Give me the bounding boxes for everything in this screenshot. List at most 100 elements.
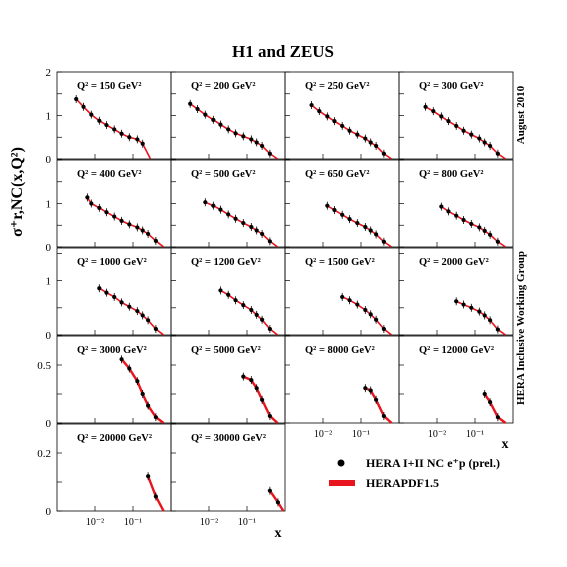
panel-title: Q² = 1200 GeV²	[191, 257, 261, 268]
legend-model-marker	[329, 480, 355, 486]
data-point	[127, 135, 132, 140]
data-point	[454, 213, 459, 218]
data-point	[254, 228, 259, 233]
data-point	[340, 294, 345, 300]
panel-5: 0 1 Q² = 400 GeV²	[46, 159, 172, 254]
data-point	[495, 327, 500, 332]
data-point	[374, 232, 379, 237]
panel-title: Q² = 650 GeV²	[305, 169, 369, 180]
data-point	[203, 200, 208, 205]
panel-title: Q² = 300 GeV²	[419, 81, 483, 92]
model-curve	[311, 104, 393, 160]
y-tick-label: 0	[46, 506, 52, 518]
y-tick-label: 0	[46, 330, 52, 342]
data-point	[241, 374, 246, 379]
data-point	[446, 209, 451, 214]
x-axis-title: x	[275, 526, 282, 541]
data-point	[119, 131, 124, 136]
data-point	[135, 379, 140, 384]
data-point	[488, 318, 493, 323]
y-tick-label: 0.5	[37, 360, 51, 372]
data-point	[477, 309, 482, 314]
data-point	[140, 391, 145, 397]
panel-8: Q² = 800 GeV²	[398, 159, 514, 248]
model-curve	[98, 287, 165, 336]
data-point	[153, 238, 158, 244]
panel-title: Q² = 5000 GeV²	[191, 345, 261, 356]
data-point	[127, 304, 132, 309]
data-point	[211, 203, 216, 208]
data-point	[104, 122, 109, 128]
x-axis-title: x	[502, 437, 509, 452]
panel-13: 0 0.5 Q² = 3000 GeV²	[37, 335, 172, 430]
data-point	[241, 134, 246, 139]
data-point	[140, 141, 145, 146]
data-point	[439, 114, 444, 119]
data-point	[211, 117, 216, 122]
data-point	[233, 298, 238, 303]
data-point	[267, 488, 272, 493]
data-point	[254, 386, 259, 391]
data-point	[195, 106, 200, 112]
panel-3: Q² = 250 GeV²	[284, 71, 400, 160]
data-point	[249, 224, 254, 230]
data-point	[127, 366, 132, 371]
data-point	[363, 224, 368, 230]
model-curve	[440, 205, 507, 248]
data-point	[368, 140, 373, 145]
data-point	[104, 210, 109, 215]
data-point	[488, 143, 493, 149]
data-point	[347, 128, 352, 133]
legend-data-marker	[337, 459, 345, 467]
data-point	[135, 137, 140, 142]
data-point	[355, 220, 360, 226]
data-point	[355, 132, 360, 137]
data-point	[488, 232, 493, 237]
panel-title: Q² = 2000 GeV²	[419, 257, 489, 268]
data-point	[355, 302, 360, 307]
panel-1: 0 1 2 Q² = 150 GeV²	[46, 67, 172, 166]
data-point	[146, 403, 151, 408]
data-point	[431, 109, 436, 114]
data-point	[368, 312, 373, 317]
data-point	[140, 228, 145, 233]
data-point	[488, 400, 493, 405]
data-point	[469, 221, 474, 227]
panel-frame	[170, 423, 286, 512]
data-point	[482, 313, 487, 318]
model-curve	[326, 205, 393, 248]
data-point	[482, 391, 487, 397]
x-tick-label: 10⁻²	[314, 429, 332, 440]
data-point	[267, 326, 272, 332]
model-curve	[204, 201, 279, 248]
x-tick-label: 10⁻²	[86, 517, 104, 528]
data-point	[119, 300, 124, 305]
data-point	[446, 119, 451, 124]
data-point	[469, 305, 474, 310]
data-point	[374, 317, 379, 322]
data-point	[363, 386, 368, 391]
y-tick-label: 0	[46, 154, 52, 166]
data-point	[368, 388, 373, 393]
data-point	[89, 112, 94, 117]
panels: 0 1 2 Q² = 150 GeV² Q² = 200 GeV² Q² = 250 Ge…	[37, 67, 514, 518]
data-point	[241, 220, 246, 226]
data-point	[218, 207, 223, 212]
data-point	[423, 104, 428, 109]
data-point	[85, 195, 90, 200]
data-point	[267, 239, 272, 244]
panel-9: 0 1 Q² = 1000 GeV²	[46, 247, 172, 342]
panel-11: Q² = 1500 GeV²	[284, 247, 400, 336]
y-tick-label: 1	[46, 111, 52, 123]
data-point	[347, 217, 352, 222]
data-point	[309, 102, 314, 108]
x-tick-label: 10⁻¹	[238, 517, 256, 528]
panel-title: Q² = 250 GeV²	[305, 81, 369, 92]
data-point	[119, 218, 124, 223]
y-tick-label: 1	[46, 199, 52, 211]
data-point	[363, 136, 368, 141]
data-point	[260, 231, 265, 237]
data-point	[249, 137, 254, 142]
panel-title: Q² = 3000 GeV²	[77, 345, 147, 356]
data-point	[97, 205, 102, 210]
